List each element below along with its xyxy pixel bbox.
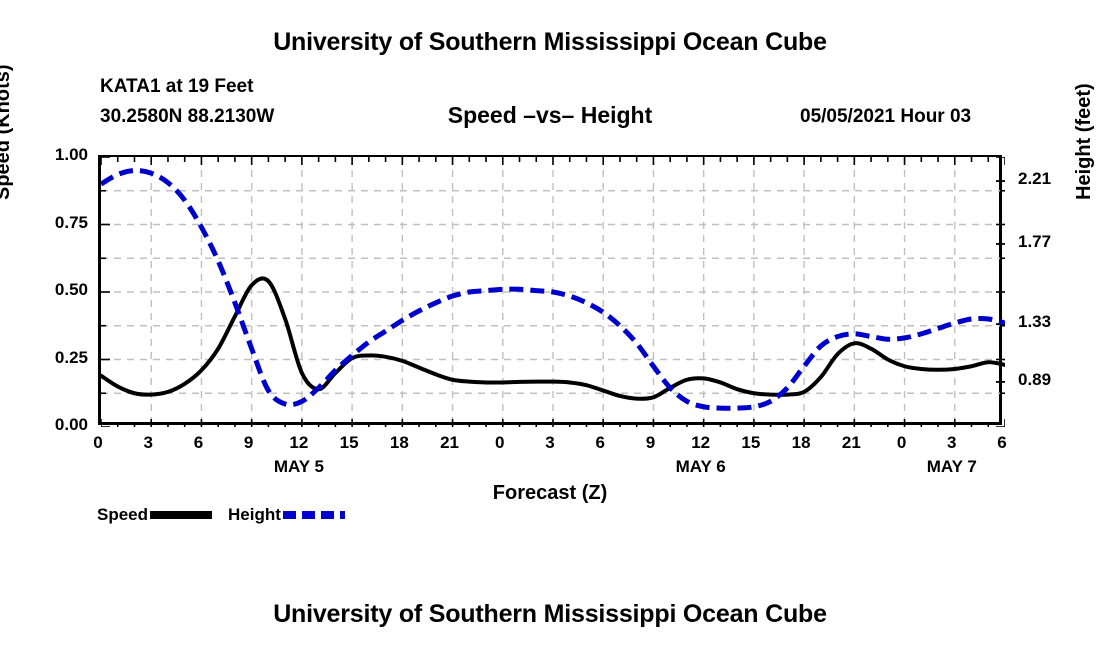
x-tick-hour-42: 18 — [791, 433, 811, 452]
x-tick-hour-24: 0 — [495, 433, 505, 452]
x-day-label-may-7: MAY 7 — [926, 457, 977, 476]
x-tick-hour-12: 12 — [289, 433, 309, 452]
x-tick-hour-51: 3 — [947, 433, 957, 452]
x-axis-label: Forecast (Z) — [492, 482, 608, 504]
chart-subtitle: Speed –vs– Height — [447, 102, 653, 128]
model-run-time: 05/05/2021 Hour 03 — [800, 106, 972, 127]
footer-title: University of Southern Mississippi Ocean… — [273, 600, 827, 628]
x-tick-hour-21: 21 — [440, 433, 460, 452]
x-tick-hour-36: 12 — [691, 433, 711, 452]
x-tick-hour-54: 6 — [997, 433, 1007, 452]
y-tick-right-1.77: 1.77 — [1018, 231, 1052, 251]
axis-ticks — [101, 157, 1005, 427]
y-tick-left-0.75: 0.75 — [54, 212, 88, 232]
y-tick-left-1.00: 1.00 — [54, 145, 88, 164]
y-axis-label-right: Height (feet) — [1073, 83, 1095, 200]
x-tick-hour-6: 6 — [193, 433, 204, 452]
station-info: KATA1 at 19 Feet — [100, 76, 254, 97]
x-tick-hour-18: 18 — [389, 433, 409, 452]
station-coordinates: 30.2580N 88.2130W — [100, 106, 275, 127]
x-tick-hour-39: 15 — [741, 433, 761, 452]
legend-label-height: Height — [228, 505, 281, 524]
x-tick-hour-30: 6 — [595, 433, 605, 452]
y-tick-right-1.33: 1.33 — [1018, 312, 1052, 332]
series-line-speed — [101, 276, 1005, 401]
legend-label-speed: Speed — [97, 505, 149, 524]
series-line-height — [101, 167, 1005, 411]
x-tick-hour-9: 9 — [243, 433, 254, 452]
plot-area — [98, 155, 1005, 427]
x-tick-hour-33: 9 — [645, 433, 656, 452]
y-tick-right-2.21: 2.21 — [1018, 169, 1052, 189]
y-tick-left-0.50: 0.50 — [54, 280, 88, 299]
y-axis-label-left: Speed (Knots) — [0, 64, 14, 200]
x-tick-hour-0: 0 — [93, 433, 103, 452]
x-day-label-may-6: MAY 6 — [675, 457, 726, 476]
x-tick-hour-3: 3 — [143, 433, 153, 452]
plot-canvas — [101, 157, 1005, 427]
x-tick-hour-27: 3 — [545, 433, 555, 452]
page-title: University of Southern Mississippi Ocean… — [273, 28, 827, 56]
x-day-label-may-5: MAY 5 — [273, 457, 324, 476]
legend-entry-speed: Speed — [97, 505, 213, 525]
legend-swatch-height — [282, 511, 345, 519]
y-tick-right-0.89: 0.89 — [1018, 369, 1052, 389]
x-tick-hour-15: 15 — [339, 433, 359, 452]
legend-swatch-speed — [150, 511, 213, 519]
y-tick-left-0.25: 0.25 — [54, 347, 88, 367]
y-tick-left-0.00: 0.00 — [54, 415, 88, 434]
x-tick-hour-45: 21 — [841, 433, 861, 452]
legend-entry-height: Height — [228, 505, 345, 525]
x-tick-hour-48: 0 — [896, 433, 907, 452]
